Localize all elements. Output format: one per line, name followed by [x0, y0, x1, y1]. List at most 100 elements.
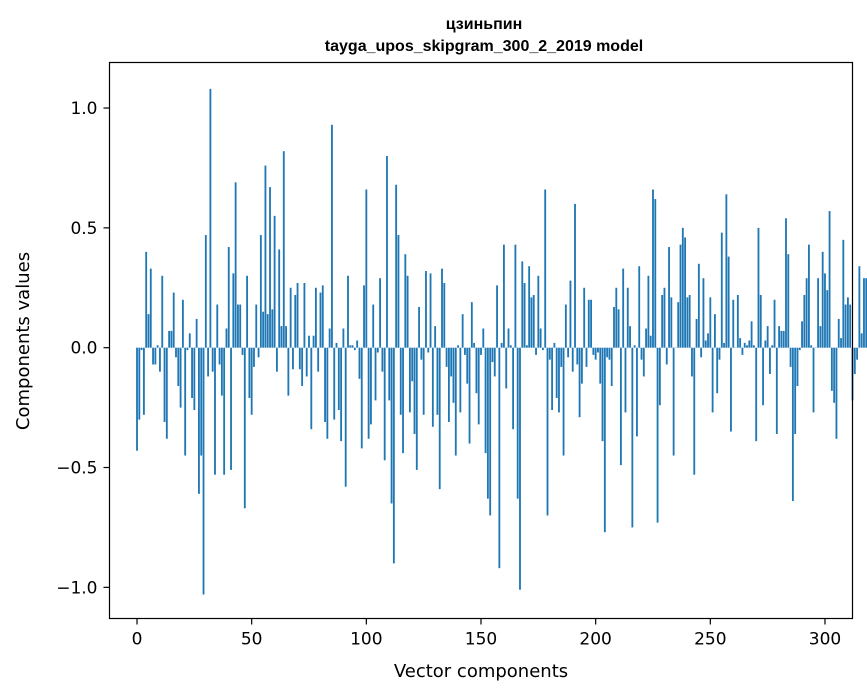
bar-56: [264, 165, 267, 348]
bar-234: [672, 347, 675, 456]
bar-21: [184, 347, 187, 456]
bar-143: [464, 347, 466, 355]
bar-259: [730, 347, 732, 432]
x-axis-label: Vector components: [394, 661, 568, 682]
bar-262: [736, 294, 739, 348]
bar-86: [333, 347, 336, 420]
bar-155: [491, 347, 494, 363]
bar-240: [686, 297, 689, 348]
bar-72: [301, 347, 304, 387]
y-tick-label: −0.5: [56, 459, 97, 479]
y-tick-label: −1.0: [56, 578, 97, 598]
bar-10: [159, 347, 161, 372]
bar-214: [626, 287, 629, 348]
bar-32: [209, 88, 212, 348]
bar-225: [652, 189, 654, 348]
bar-226: [654, 199, 657, 348]
bar-302: [828, 211, 831, 348]
bar-169: [523, 282, 526, 348]
bar-97: [358, 347, 361, 379]
bar-290: [801, 321, 803, 348]
bar-166: [516, 347, 519, 499]
bar-42: [232, 273, 235, 348]
bar-243: [693, 347, 696, 475]
bar-147: [473, 342, 476, 348]
bar-244: [695, 318, 698, 348]
bar-88: [337, 347, 340, 410]
bar-255: [720, 232, 723, 348]
bar-264: [741, 347, 744, 355]
x-tick-label: 0: [132, 630, 143, 650]
bar-318: [865, 278, 867, 348]
bar-247: [702, 278, 705, 348]
bar-280: [778, 326, 781, 348]
bar-221: [642, 347, 645, 377]
bar-110: [388, 347, 391, 401]
bar-82: [324, 347, 326, 422]
bar-194: [580, 347, 583, 384]
bar-31: [207, 347, 210, 377]
x-tick-label: 250: [694, 630, 726, 650]
bar-52: [255, 304, 258, 348]
bar-239: [684, 237, 687, 348]
bar-186: [562, 347, 565, 456]
x-axis-ticks: 0 50 100 150 200 250 300: [132, 618, 841, 650]
bar-270: [755, 347, 758, 442]
bar-151: [482, 328, 485, 348]
bar-63: [280, 326, 283, 348]
x-tick-label: 50: [241, 630, 263, 650]
bar-283: [785, 218, 787, 348]
bar-260: [732, 299, 735, 348]
bar-28: [200, 347, 203, 456]
bar-237: [679, 244, 682, 348]
chart-title: цзиньпин: [446, 16, 522, 33]
bar-267: [748, 340, 751, 348]
bar-9: [156, 345, 159, 348]
bar-49: [248, 347, 251, 399]
bar-68: [292, 347, 294, 370]
bar-81: [321, 285, 324, 348]
bar-304: [833, 347, 836, 403]
bar-269: [752, 345, 755, 348]
bar-183: [555, 347, 558, 399]
bar-210: [617, 309, 620, 348]
bar-30: [204, 235, 207, 348]
bar-271: [757, 227, 760, 348]
bar-33: [211, 347, 214, 372]
bar-70: [296, 282, 299, 348]
bar-18: [177, 347, 180, 387]
bar-57: [266, 314, 269, 348]
bar-4: [145, 251, 148, 348]
bar-66: [287, 347, 290, 396]
bar-212: [622, 268, 625, 348]
bar-184: [558, 347, 560, 413]
bar-105: [376, 347, 379, 353]
bar-299: [821, 251, 824, 348]
bar-256: [723, 342, 725, 348]
bar-196: [585, 347, 588, 367]
bar-297: [817, 278, 820, 348]
bar-44: [237, 304, 239, 348]
bar-140: [457, 345, 459, 348]
bar-130: [434, 326, 437, 348]
bar-209: [615, 287, 618, 348]
bar-293: [808, 244, 810, 348]
bar-64: [282, 151, 285, 348]
bar-29: [202, 347, 205, 595]
bar-80: [319, 292, 322, 348]
bar-198: [590, 299, 592, 348]
bar-14: [168, 330, 171, 348]
bar-20: [181, 299, 184, 348]
bar-135: [445, 347, 448, 367]
bar-193: [578, 347, 581, 418]
bar-134: [443, 282, 446, 348]
bar-278: [773, 299, 776, 348]
bar-36: [218, 347, 221, 365]
bar-231: [665, 347, 668, 365]
bar-281: [780, 330, 783, 348]
bar-109: [386, 155, 388, 348]
bar-242: [691, 347, 693, 377]
bar-47: [243, 347, 246, 509]
bar-79: [317, 347, 320, 372]
bar-2: [140, 347, 143, 351]
